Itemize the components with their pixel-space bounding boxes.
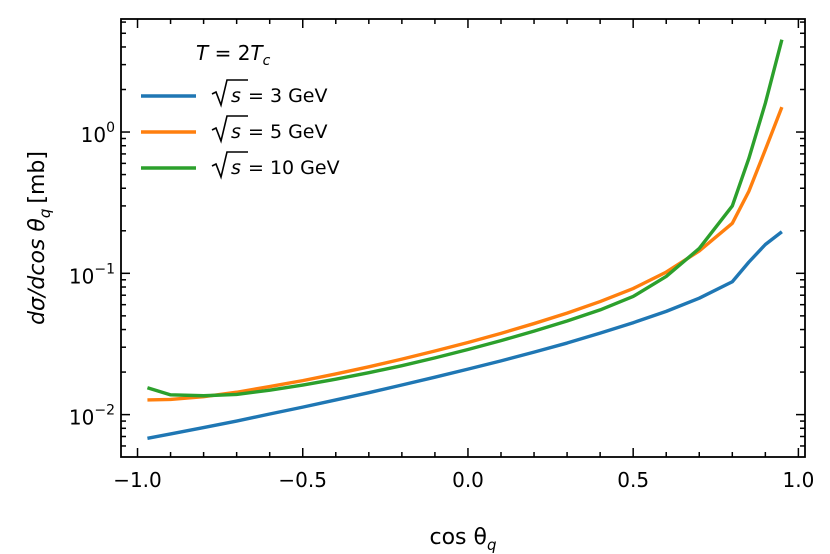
y-tick-base: 10 bbox=[69, 264, 94, 288]
series-line-2 bbox=[146, 39, 784, 398]
legend-label-5gev: = 5 GeV bbox=[248, 121, 328, 143]
y-tick-labels: 10−2 10−1 100 bbox=[69, 120, 115, 430]
y-tick-base: 10 bbox=[81, 123, 106, 147]
x-tick-label: 0.5 bbox=[617, 468, 649, 492]
x-tick-label: 1.0 bbox=[782, 468, 814, 492]
legend-sqrt-10gev: s bbox=[211, 151, 248, 180]
y-axis-label: dσ/dcos θq [mb] bbox=[25, 151, 54, 325]
x-axis-label: cos θq bbox=[429, 525, 496, 554]
sqrt-s-symbol: s bbox=[231, 85, 241, 107]
sqrt-icon bbox=[211, 115, 248, 144]
series-line-1 bbox=[147, 106, 784, 402]
legend-label-3gev: = 3 GeV bbox=[248, 85, 328, 107]
y-axis-label-unit: [mb] bbox=[25, 151, 50, 204]
x-tick-label: −1.0 bbox=[113, 468, 162, 492]
legend-title-eq: = 2 bbox=[208, 41, 250, 65]
legend-label-10gev: = 10 GeV bbox=[248, 157, 340, 179]
y-tick-label: 10−1 bbox=[69, 261, 115, 288]
x-axis-label-base: cos θ bbox=[429, 525, 486, 550]
y-tick-exp: −2 bbox=[94, 403, 115, 419]
legend-sqrt-5gev: s bbox=[211, 115, 248, 144]
axis-ticks bbox=[121, 19, 805, 457]
y-tick-exp: −1 bbox=[94, 261, 115, 277]
legend-sqrt-3gev: s bbox=[211, 79, 248, 108]
y-axis-label-sub: q bbox=[36, 209, 54, 219]
x-tick-label: −0.5 bbox=[278, 468, 327, 492]
x-tick-labels: −1.0 −0.5 0.0 0.5 1.0 bbox=[113, 468, 814, 492]
y-tick-label: 10−2 bbox=[69, 403, 115, 430]
series-lines bbox=[146, 39, 784, 440]
y-tick-base: 10 bbox=[69, 406, 94, 430]
legend-title-main: T bbox=[196, 41, 210, 65]
sqrt-s-symbol: s bbox=[231, 157, 241, 179]
legend-title: T = 2Tc bbox=[196, 41, 271, 69]
sqrt-icon bbox=[211, 79, 248, 108]
legend-title-T: T bbox=[250, 41, 264, 65]
y-tick-label: 100 bbox=[81, 120, 115, 147]
plot-frame bbox=[120, 18, 806, 458]
y-tick-exp: 0 bbox=[106, 120, 115, 136]
x-axis-label-sub: q bbox=[487, 536, 497, 554]
y-axis-label-base: dσ/dcos θ bbox=[25, 218, 50, 325]
sqrt-s-symbol: s bbox=[231, 121, 241, 143]
legend-title-sub: c bbox=[263, 53, 271, 69]
x-tick-label: 0.0 bbox=[452, 468, 484, 492]
series-line-0 bbox=[147, 230, 783, 440]
sqrt-icon bbox=[211, 151, 248, 180]
legend: T = 2Tc s = 3 GeV s = 5 GeV s = 10 GeV bbox=[141, 41, 340, 180]
